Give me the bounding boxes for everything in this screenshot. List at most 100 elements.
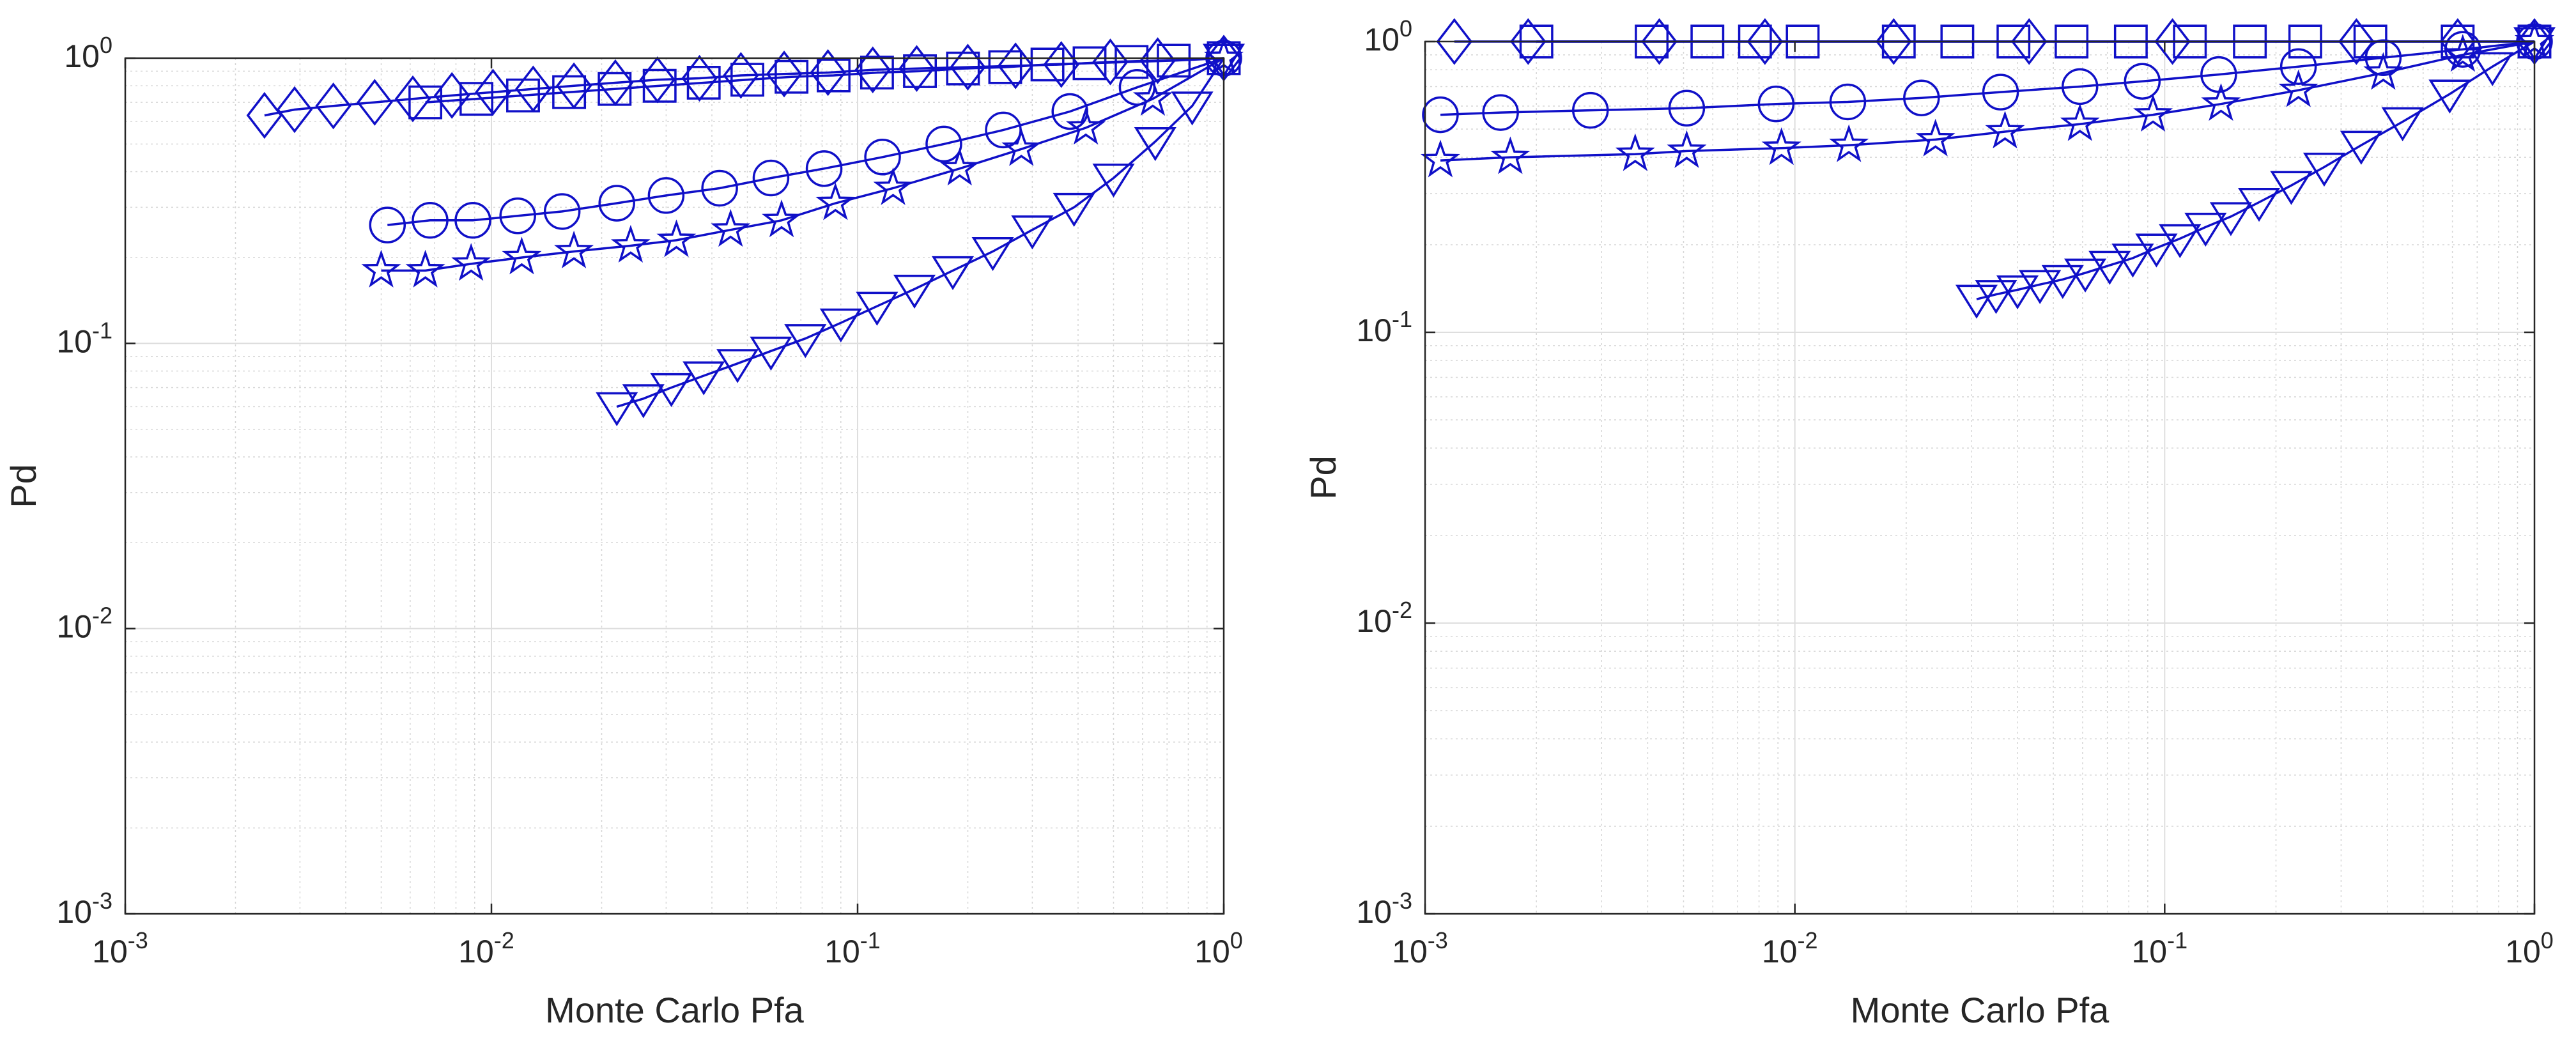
x-tick-label: 10-2 — [458, 927, 514, 969]
pentagram-marker — [2060, 103, 2100, 141]
triangle-down-marker — [2159, 224, 2202, 259]
triangle-down-marker — [1053, 192, 1095, 227]
triangle-down-marker — [1011, 215, 1054, 250]
circle-marker — [925, 125, 962, 163]
square-marker — [817, 58, 851, 93]
triangle-down-marker — [2340, 130, 2382, 165]
pentagram-marker — [1001, 128, 1042, 166]
triangle-down-marker — [2019, 270, 2062, 304]
pentagram-marker — [2133, 93, 2173, 132]
pentagram-marker — [405, 249, 445, 288]
circle-marker — [1482, 94, 1519, 131]
square-marker — [1690, 24, 1725, 59]
x-tick-label-base: 10 — [1762, 934, 1798, 969]
circle-marker — [1903, 79, 1940, 116]
pentagram-marker — [2278, 69, 2318, 107]
pentagram-marker — [762, 199, 802, 238]
pentagram-marker — [2363, 52, 2403, 90]
triangle-down-marker — [683, 361, 725, 396]
circle-marker — [598, 185, 635, 222]
pentagram-marker — [656, 219, 697, 258]
right-axes-box — [1424, 40, 2536, 915]
circle-marker — [1422, 96, 1459, 134]
diamond-marker — [1641, 18, 1677, 65]
pentagram-marker — [1761, 127, 1801, 166]
diamond-marker — [2439, 18, 2476, 65]
square-marker — [1030, 47, 1065, 82]
series-pentagram-line — [1440, 40, 2535, 162]
x-tick-label-exponent: 0 — [2541, 927, 2554, 953]
y-tick-label: 100 — [64, 32, 112, 74]
square-marker — [459, 82, 493, 116]
x-tick-label-base: 10 — [2132, 934, 2168, 969]
triangle-down-marker — [2209, 202, 2252, 236]
series-triangle-down-line — [616, 58, 1225, 408]
triangle-down-marker — [2270, 171, 2313, 205]
x-tick-label: 10-1 — [824, 927, 881, 969]
right-x-axis-label: Monte Carlo Pfa — [1851, 990, 2109, 1030]
series-pentagram — [361, 37, 1244, 288]
y-tick-label: 100 — [1364, 15, 1412, 58]
y-tick-label: 10-3 — [56, 888, 112, 930]
circle-marker — [701, 169, 738, 207]
square-marker — [642, 68, 677, 103]
x-tick-label: 10-2 — [1762, 927, 1818, 969]
square-marker — [860, 56, 894, 90]
y-tick-label-base: 10 — [56, 323, 92, 359]
diamond-marker — [2154, 18, 2191, 65]
triangle-down-marker — [622, 384, 665, 419]
triangle-down-marker — [2428, 79, 2471, 114]
y-tick-label-base: 10 — [56, 609, 92, 645]
x-tick-label-base: 10 — [458, 934, 494, 969]
y-tick-label: 10-1 — [1356, 306, 1412, 348]
y-tick-label-exponent: -1 — [1392, 306, 1412, 332]
triangle-down-marker — [2111, 243, 2154, 278]
circle-marker — [543, 193, 581, 230]
right-plot-area — [1425, 42, 2534, 914]
y-tick-label: 10-2 — [1356, 597, 1412, 639]
right-grid — [1424, 41, 2535, 914]
diamond-marker — [1436, 18, 1473, 65]
circle-marker — [985, 111, 1022, 149]
diamond-marker — [1747, 18, 1784, 65]
triangle-down-marker — [2471, 52, 2514, 86]
pentagram-marker — [1066, 107, 1106, 145]
triangle-down-marker — [971, 236, 1014, 272]
x-tick-label-base: 10 — [2505, 934, 2541, 969]
square-marker — [1940, 24, 1975, 59]
circle-marker — [805, 150, 843, 187]
x-tick-label-base: 10 — [1194, 934, 1230, 969]
triangle-down-marker — [2302, 152, 2345, 187]
triangle-down-marker — [2135, 233, 2178, 268]
triangle-down-marker — [650, 373, 693, 408]
y-tick-label-base: 10 — [64, 38, 100, 74]
triangle-down-marker — [1171, 91, 1214, 126]
square-marker — [552, 75, 587, 109]
series-triangle-down-line — [1976, 40, 2535, 300]
y-tick-label-base: 10 — [1356, 894, 1392, 930]
right-y-axis-label: Pd — [1303, 456, 1343, 500]
square-marker — [1635, 24, 1669, 59]
y-tick-label: 10-3 — [1356, 888, 1412, 930]
square-marker — [775, 59, 809, 94]
series-circle — [1422, 23, 2553, 134]
x-tick-label-base: 10 — [92, 934, 128, 969]
circle-marker — [1572, 91, 1609, 129]
circle-marker — [454, 202, 491, 239]
diamond-marker — [1043, 41, 1079, 88]
y-tick-label-exponent: -1 — [92, 317, 112, 343]
diamond-marker — [723, 52, 759, 99]
left-y-axis-label: Pd — [3, 464, 43, 508]
circle-marker — [2279, 48, 2317, 85]
series-circle-line — [1440, 40, 2535, 116]
circle-marker — [369, 206, 406, 243]
triangle-down-marker — [1975, 280, 2017, 314]
triangle-down-marker — [2238, 187, 2281, 222]
circle-marker — [647, 177, 685, 214]
triangle-down-marker — [2381, 107, 2424, 142]
left-plot-area — [125, 58, 1224, 914]
series-pentagram — [1420, 20, 2555, 178]
square-marker — [598, 72, 632, 106]
y-tick-label-exponent: 0 — [1400, 15, 1412, 42]
